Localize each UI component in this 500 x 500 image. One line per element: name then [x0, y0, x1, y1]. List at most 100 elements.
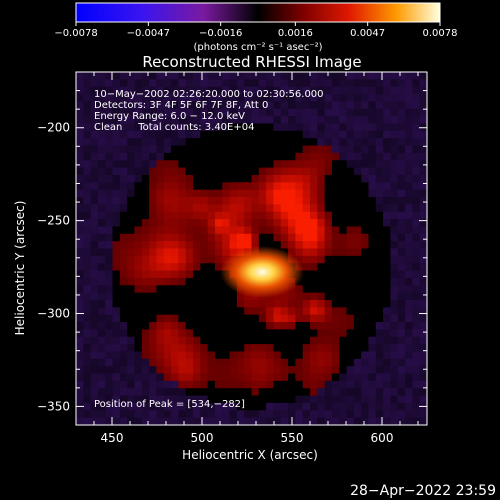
image-pixel: [295, 138, 304, 147]
image-pixel: [368, 86, 377, 95]
image-pixel: [375, 160, 384, 169]
image-pixel: [302, 417, 311, 426]
image-pixel: [163, 255, 172, 264]
image-pixel: [207, 219, 216, 228]
image-pixel: [375, 329, 384, 338]
image-pixel: [258, 211, 267, 220]
image-pixel: [127, 182, 136, 191]
image-pixel: [222, 116, 231, 125]
image-pixel: [331, 329, 340, 338]
image-pixel: [295, 285, 304, 294]
image-pixel: [331, 152, 340, 161]
image-pixel: [76, 72, 84, 80]
image-pixel: [200, 373, 209, 382]
image-pixel: [214, 145, 223, 154]
image-pixel: [76, 344, 84, 353]
image-pixel: [266, 79, 275, 88]
image-pixel: [178, 395, 187, 404]
image-pixel: [339, 322, 348, 330]
image-pixel: [397, 241, 406, 250]
image-pixel: [317, 241, 326, 250]
image-pixel: [244, 292, 253, 301]
image-pixel: [229, 322, 238, 330]
image-pixel: [193, 277, 201, 286]
image-pixel: [163, 388, 172, 397]
image-pixel: [229, 336, 238, 345]
image-pixel: [163, 152, 172, 161]
image-pixel: [419, 233, 428, 242]
image-pixel: [207, 417, 216, 426]
image-pixel: [390, 292, 399, 301]
image-pixel: [134, 277, 143, 286]
image-pixel: [156, 116, 165, 125]
image-pixel: [317, 160, 326, 169]
image-pixel: [222, 410, 231, 419]
image-pixel: [266, 182, 275, 191]
image-pixel: [405, 189, 413, 198]
image-pixel: [317, 226, 326, 235]
image-pixel: [288, 344, 296, 353]
image-pixel: [83, 94, 92, 103]
image-pixel: [112, 204, 121, 213]
image-pixel: [97, 270, 106, 279]
image-pixel: [353, 123, 362, 132]
image-pixel: [119, 226, 128, 235]
image-pixel: [295, 101, 304, 110]
image-pixel: [280, 160, 289, 169]
image-pixel: [171, 395, 179, 404]
image-pixel: [383, 402, 392, 411]
image-pixel: [229, 292, 238, 301]
image-pixel: [346, 314, 355, 323]
image-pixel: [390, 211, 399, 220]
image-pixel: [119, 182, 128, 191]
image-pixel: [112, 417, 121, 426]
image-pixel: [171, 336, 179, 345]
image-pixel: [141, 410, 150, 419]
image-pixel: [171, 380, 179, 389]
image-pixel: [105, 322, 114, 330]
image-pixel: [134, 336, 143, 345]
image-pixel: [236, 160, 245, 169]
image-pixel: [317, 263, 326, 272]
image-pixel: [229, 395, 238, 404]
image-pixel: [302, 211, 311, 220]
image-pixel: [258, 351, 267, 360]
image-pixel: [266, 329, 275, 338]
image-pixel: [119, 263, 128, 272]
image-pixel: [171, 344, 179, 353]
image-pixel: [331, 86, 340, 95]
image-pixel: [339, 86, 348, 95]
image-pixel: [222, 233, 231, 242]
image-pixel: [324, 417, 333, 426]
image-pixel: [229, 182, 238, 191]
image-pixel: [76, 277, 84, 286]
image-pixel: [156, 197, 165, 205]
image-pixel: [97, 248, 106, 257]
image-pixel: [76, 322, 84, 330]
image-pixel: [258, 72, 267, 80]
image-pixel: [134, 270, 143, 279]
image-pixel: [405, 197, 413, 205]
image-pixel: [361, 219, 370, 228]
image-pixel: [112, 197, 121, 205]
image-pixel: [214, 101, 223, 110]
image-pixel: [353, 182, 362, 191]
image-pixel: [295, 167, 304, 176]
image-pixel: [324, 226, 333, 235]
image-pixel: [200, 299, 209, 308]
image-pixel: [185, 277, 194, 286]
image-pixel: [141, 189, 150, 198]
image-pixel: [346, 402, 355, 411]
image-pixel: [214, 373, 223, 382]
image-pixel: [324, 233, 333, 242]
image-pixel: [412, 402, 421, 411]
image-pixel: [112, 233, 121, 242]
image-pixel: [163, 358, 172, 367]
image-pixel: [119, 255, 128, 264]
image-pixel: [200, 402, 209, 411]
image-pixel: [134, 351, 143, 360]
image-pixel: [90, 329, 99, 338]
image-pixel: [127, 380, 136, 389]
image-pixel: [310, 395, 318, 404]
image-pixel: [76, 388, 84, 397]
